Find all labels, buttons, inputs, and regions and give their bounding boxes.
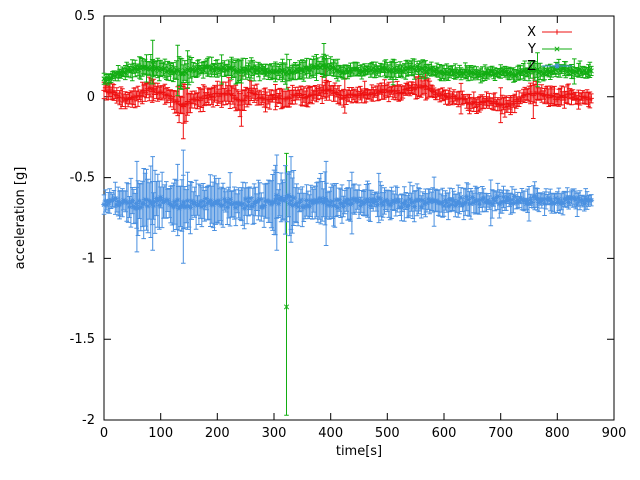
x-tick-label: 400 <box>318 426 343 441</box>
y-tick-label: -1 <box>82 251 95 266</box>
series-X-markers <box>101 78 594 110</box>
y-tick-label: 0 <box>87 90 95 105</box>
x-tick-label: 300 <box>262 426 287 441</box>
legend-sample <box>542 46 572 52</box>
legend-label: X <box>527 25 536 40</box>
plot-border <box>103 15 615 421</box>
y-tick-label: 0.5 <box>74 9 95 24</box>
y-tick-label: -0.5 <box>70 171 95 186</box>
x-tick-label: 600 <box>432 426 457 441</box>
y-tick-label: -1.5 <box>70 332 95 347</box>
x-axis-title: time[s] <box>335 444 383 459</box>
legend-label: Y <box>527 42 536 57</box>
y-tick-label: -2 <box>82 413 95 428</box>
legend-label: Z <box>527 59 536 74</box>
x-tick-label: 500 <box>375 426 400 441</box>
x-tick-label: 900 <box>602 426 627 441</box>
x-tick-label: 700 <box>488 426 513 441</box>
series-Z-markers <box>101 192 595 212</box>
x-tick-label: 800 <box>545 426 570 441</box>
series-Y-markers <box>101 55 594 310</box>
x-tick-label: 100 <box>148 426 173 441</box>
legend-sample <box>542 63 572 69</box>
x-tick-label: 200 <box>205 426 230 441</box>
legend-sample <box>542 29 572 35</box>
axis-ticks <box>103 15 615 421</box>
y-axis-title: acceleration [g] <box>13 166 28 270</box>
x-tick-label: 0 <box>100 426 108 441</box>
